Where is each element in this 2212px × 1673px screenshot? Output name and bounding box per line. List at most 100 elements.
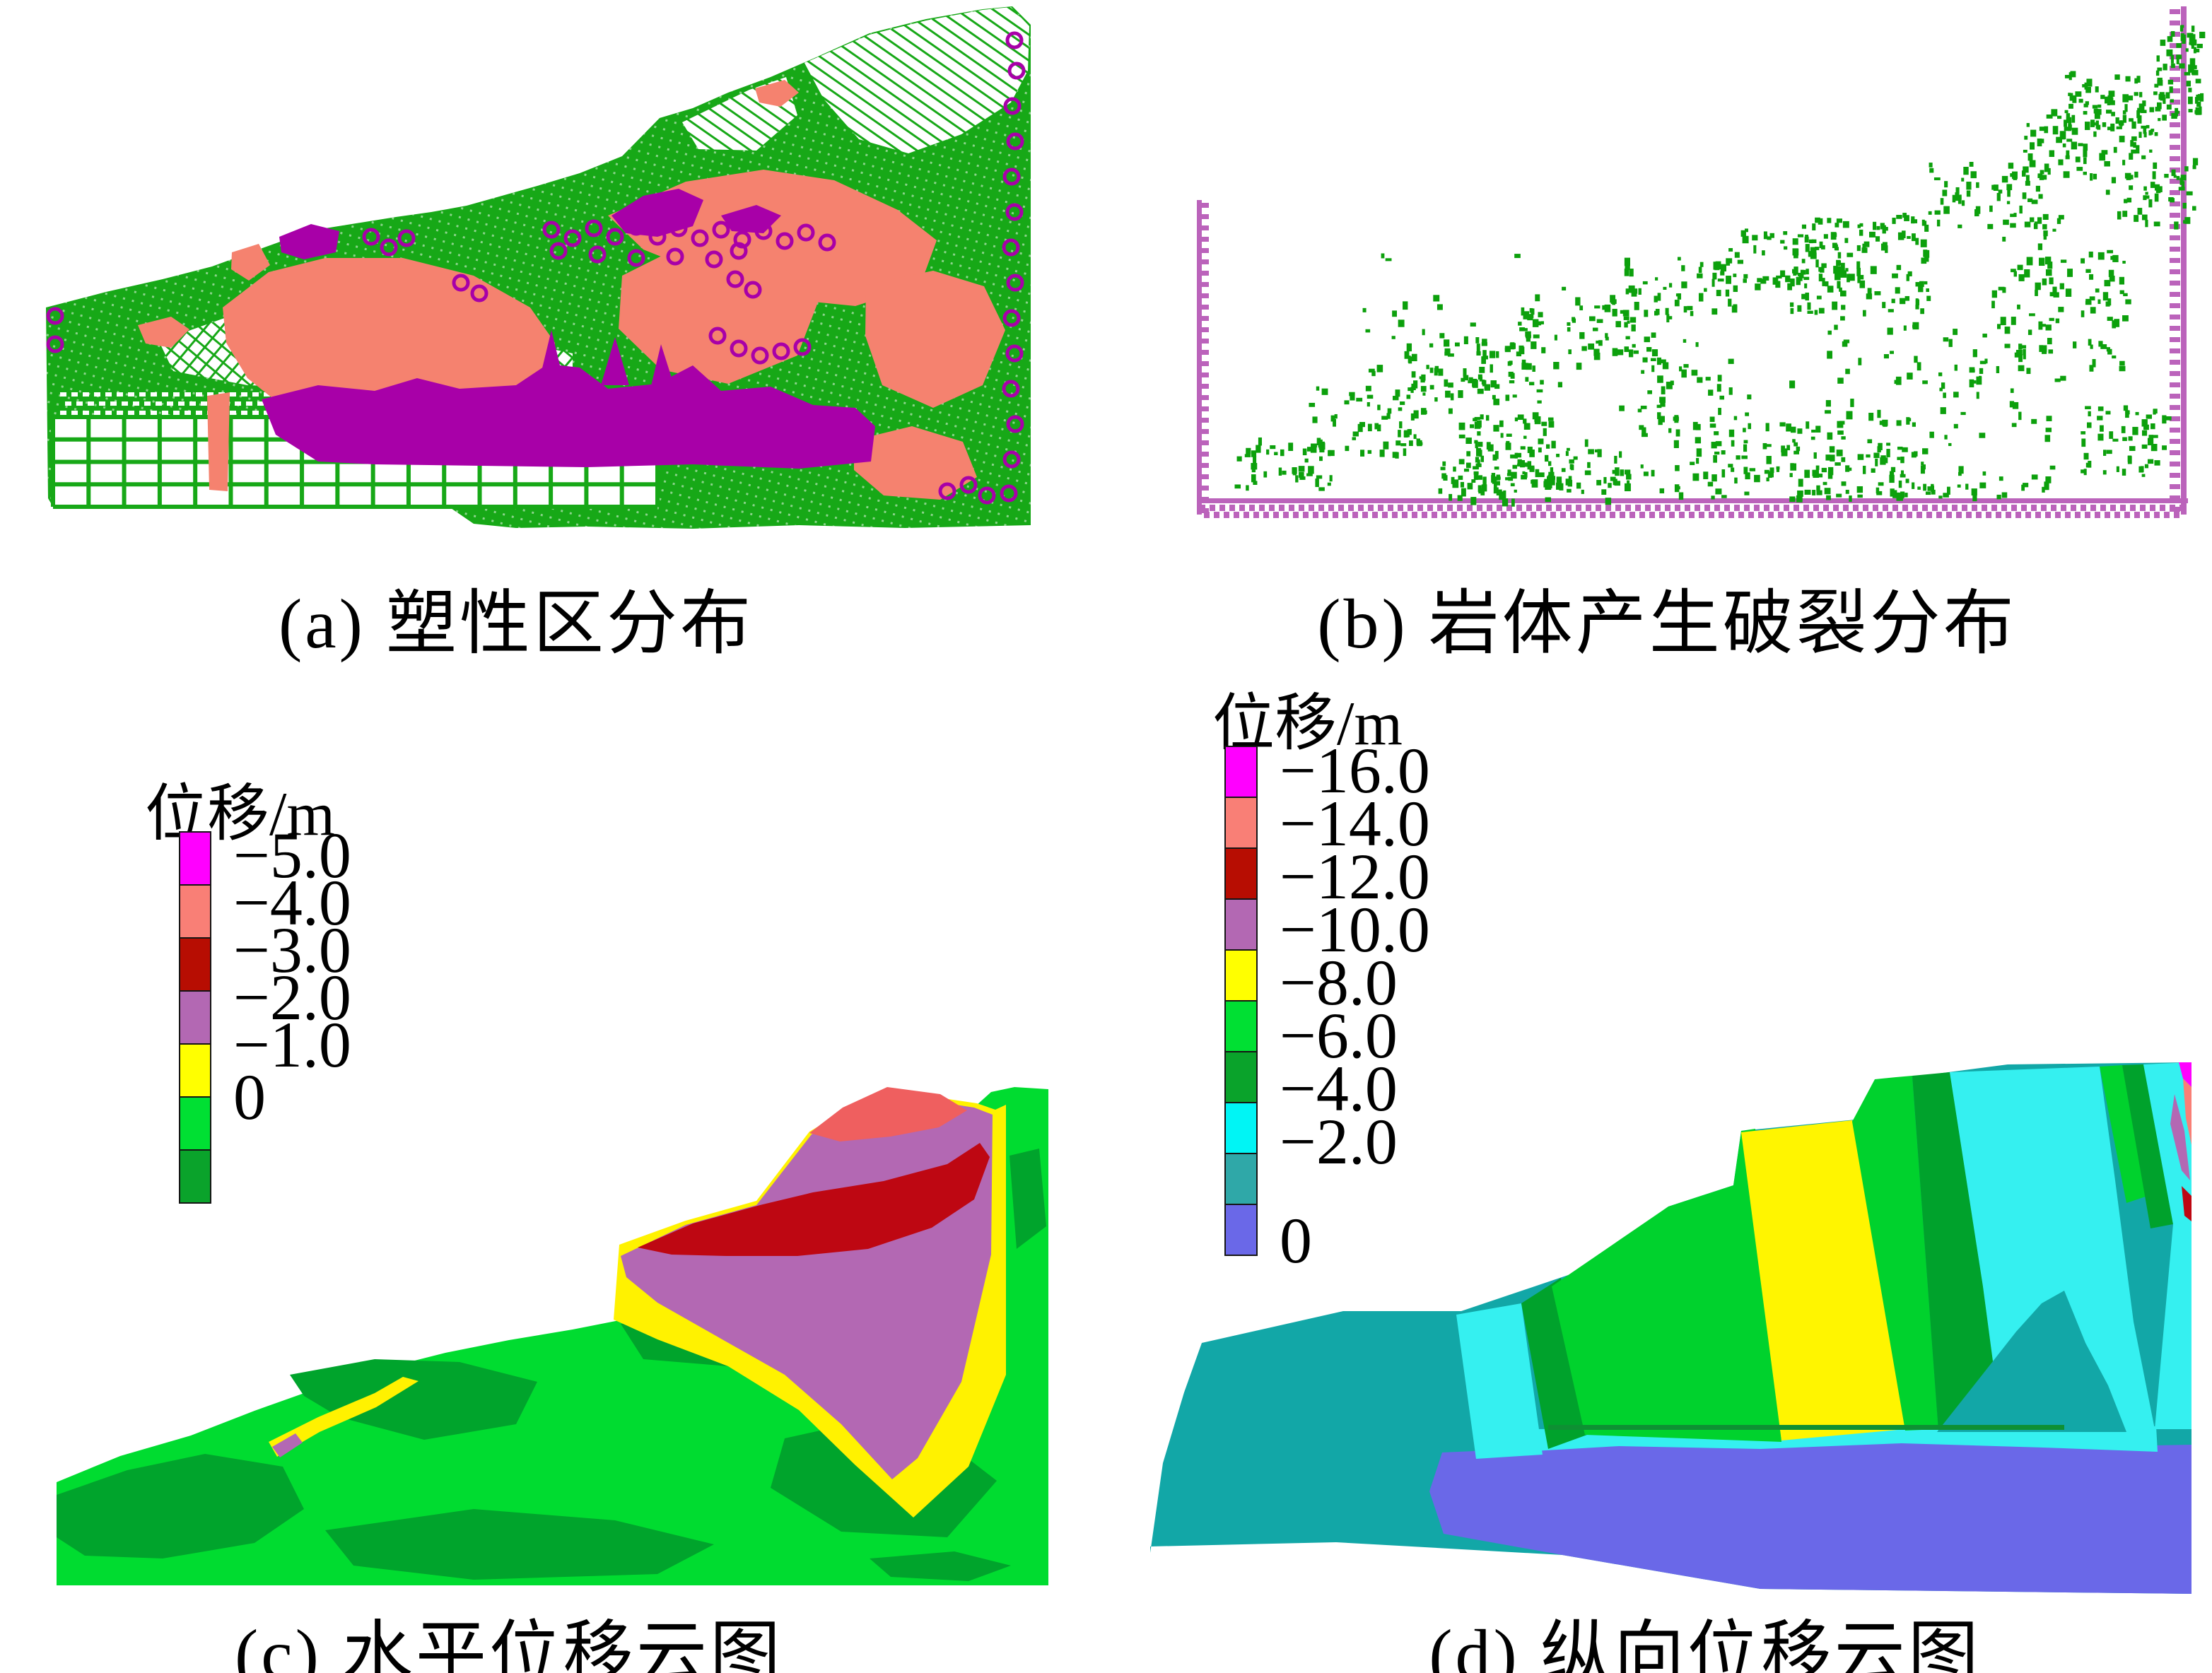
- diagonal-hatch-region: [804, 7, 1029, 153]
- contour-dark-green-band: [1912, 1072, 2002, 1431]
- contour-salmon-cap: [809, 1087, 967, 1141]
- caption-panel-d: (d) 纵向位移云图: [1429, 1615, 1982, 1673]
- tension-yield-spike: [601, 337, 629, 385]
- legend-tick-label: −5.0: [233, 819, 351, 891]
- legend-c-colorbar: [179, 831, 211, 1204]
- legend-tick-label: −4.0: [1280, 1052, 1398, 1125]
- legend-tick-label: −10.0: [1280, 893, 1430, 965]
- legend-swatch: [1224, 898, 1258, 951]
- shear-yield-zone: [755, 80, 799, 107]
- right-boundary-ticks: [2170, 9, 2180, 512]
- fracture-dots: [1624, 257, 1738, 317]
- legend-tick-label: −3.0: [233, 914, 351, 986]
- tension-yield-spike: [650, 344, 675, 389]
- panel-d-vertical-displacement-contour: [1150, 1062, 2191, 1594]
- right-boundary-line: [2181, 6, 2187, 515]
- contour-purple-sliver: [2170, 1094, 2190, 1180]
- panel-c-horizontal-displacement-contour: [57, 1087, 1048, 1585]
- panel-a-plastic-zone-map: [46, 6, 1031, 529]
- shear-yield-zone: [207, 392, 230, 491]
- fracture-dots: [1762, 421, 1852, 503]
- legend-swatch: [179, 990, 211, 1045]
- tension-yield-band: [262, 364, 875, 469]
- tension-yield-spike: [537, 330, 566, 389]
- fracture-dots: [1827, 322, 1987, 438]
- bottom-boundary-line: [1197, 498, 2188, 503]
- contour-cyan-band-left: [1456, 1303, 1543, 1459]
- contour-dark-green-patch: [290, 1359, 537, 1440]
- legend-swatch: [179, 831, 211, 886]
- contour-green-sliver: [2100, 1065, 2148, 1203]
- legend-swatch: [179, 1149, 211, 1204]
- fracture-dots: [1890, 464, 2056, 502]
- fracture-dots: [2104, 145, 2199, 230]
- legend-tick-label: −12.0: [1280, 840, 1430, 912]
- contour-dark-green-patch: [870, 1551, 1011, 1581]
- fracture-dots: [1603, 464, 1760, 500]
- fracture-dots: [2081, 250, 2131, 372]
- fracture-dots: [1690, 358, 1752, 482]
- fracture-dots: [1404, 336, 1535, 406]
- contour-dark-green-patch: [325, 1509, 714, 1580]
- contour-red-sliver: [2182, 1186, 2191, 1221]
- bottom-boundary-ticks: [1204, 512, 2179, 518]
- legend-tick-label: −2.0: [1280, 1105, 1398, 1178]
- legend-tick-label: −2.0: [233, 961, 351, 1033]
- fracture-dots: [1309, 385, 1427, 459]
- bottom-boundary-ticks: [1200, 505, 2185, 511]
- contour-purple-sliver: [272, 1433, 303, 1457]
- legend-tick-label: −6.0: [1280, 999, 1398, 1072]
- caption-panel-a: (a) 塑性区分布: [279, 585, 754, 663]
- legend-d-colorbar: [1224, 746, 1258, 1256]
- contour-teal-wedge: [1937, 1291, 2126, 1432]
- fracture-dots: [1376, 253, 2111, 451]
- shear-yield-zone: [223, 258, 555, 428]
- fracture-dots: [1726, 228, 1847, 290]
- fracture-dots: [1789, 213, 1931, 317]
- contour-salmon-sliver: [2183, 1079, 2191, 1145]
- legend-swatch: [1224, 847, 1258, 900]
- fracture-dots: [1928, 162, 2049, 230]
- tension-yield-blob: [611, 189, 703, 237]
- fracture-dots: [1543, 449, 1625, 505]
- legend-tick-label: 0: [233, 1061, 266, 1133]
- legend-swatch: [179, 1096, 211, 1151]
- legend-c-title: 位移/m: [145, 780, 335, 849]
- shear-yield-zone: [865, 271, 1005, 408]
- contour-blue-base: [1429, 1442, 2191, 1594]
- fracture-dots: [2081, 405, 2172, 477]
- contour-cyan-zone: [1950, 1067, 2155, 1431]
- legend-swatch: [1224, 1102, 1258, 1154]
- legend-tick-label: −16.0: [1280, 734, 1430, 806]
- caption-panel-b: (b) 岩体产生破裂分布: [1317, 585, 2017, 663]
- caption-panel-c: (c) 水平位移云图: [235, 1615, 783, 1673]
- fracture-dots: [2149, 25, 2206, 121]
- legend-swatch: [1224, 1051, 1258, 1103]
- contour-green-band: [1852, 1076, 1938, 1431]
- contour-dark-green-sliver: [2122, 1064, 2173, 1228]
- shear-yield-zone: [138, 317, 189, 348]
- legend-tick-label: −4.0: [233, 867, 351, 939]
- legend-tick-label: −8.0: [1280, 946, 1398, 1019]
- fracture-dots: [1362, 301, 1544, 399]
- legend-tick-label: −14.0: [1280, 787, 1430, 859]
- yield-marker-circles: [46, 31, 1026, 505]
- legend-tick-label: −1.0: [233, 1009, 351, 1081]
- contour-yellow-band: [1741, 1120, 1905, 1440]
- fracture-dots: [1997, 213, 2067, 363]
- contour-green-zone: [1552, 1129, 1781, 1442]
- legend-swatch: [179, 884, 211, 939]
- legend-tick-label: 0: [1280, 1204, 1312, 1276]
- fracture-dots: [1234, 437, 1335, 491]
- contour-magenta-sliver: [2179, 1062, 2191, 1087]
- contour-base-line: [1548, 1425, 2064, 1430]
- tension-yield-blob: [279, 224, 339, 259]
- contour-dark-red-zone: [638, 1143, 990, 1256]
- panel-b-fracture-map: [1197, 6, 2206, 518]
- contour-yellow-streak: [269, 1377, 419, 1457]
- contour-dark-green-band: [1521, 1278, 1587, 1449]
- shear-yield-zone: [854, 426, 977, 500]
- fracture-dots: [2064, 71, 2174, 139]
- legend-swatch: [179, 937, 211, 992]
